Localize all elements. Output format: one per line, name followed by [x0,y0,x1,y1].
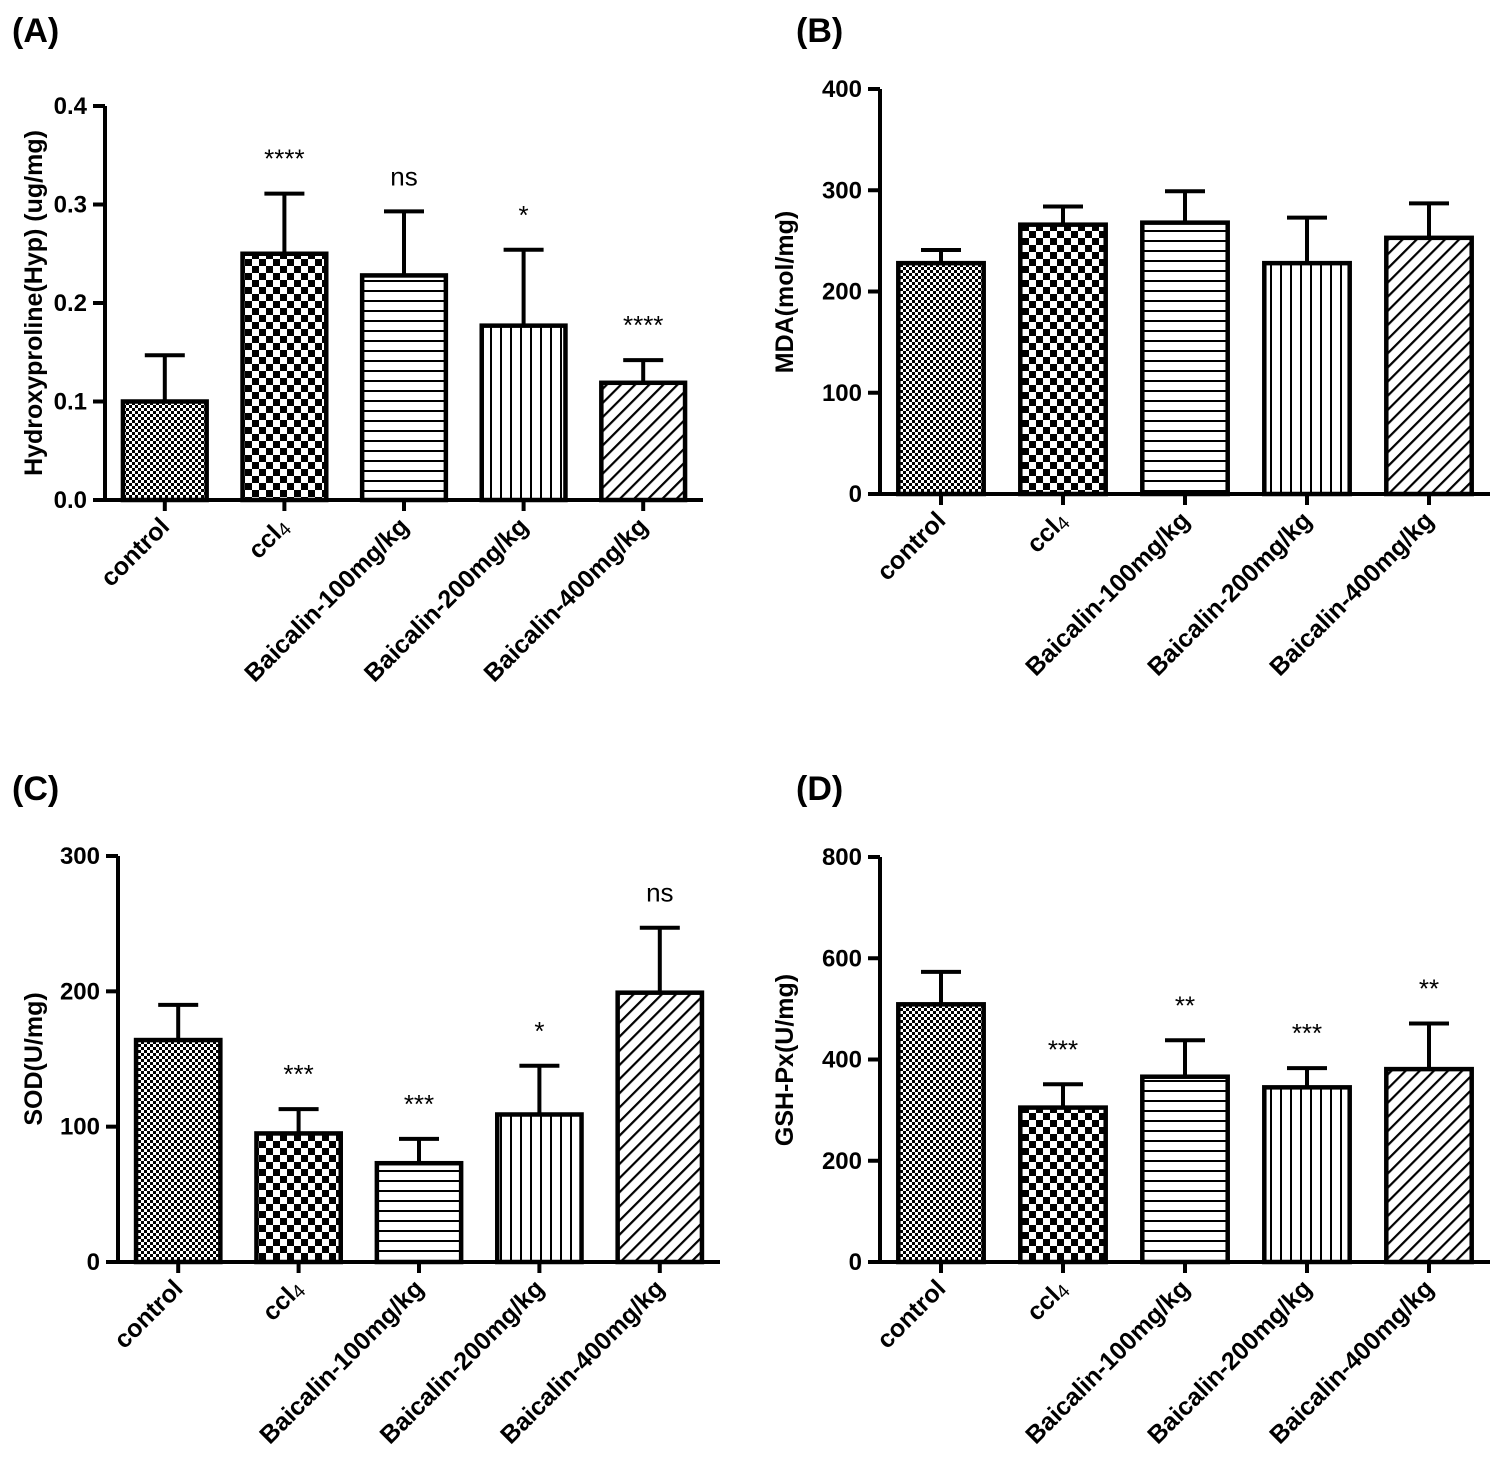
bar [254,1131,343,1265]
y-tick-label: 200 [822,1148,862,1175]
category-label: control [109,1274,189,1354]
significance-label: * [519,200,529,230]
y-tick-label: 600 [822,945,862,972]
panel-b-label: (B) [796,12,843,50]
significance-label: ** [1419,974,1439,1004]
significance-label: ** [1175,990,1195,1020]
significance-label: *** [404,1089,434,1119]
bar [1018,222,1108,497]
bar [359,273,449,503]
significance-label: *** [283,1059,313,1089]
y-tick-label: 0 [87,1249,100,1276]
bar [1140,220,1230,497]
bar [240,251,329,503]
y-tick-label: 0.3 [54,192,87,219]
category-label: ccl4 [243,512,297,566]
y-axis-title: Hydroxyproline(Hyp) (ug/mg) [20,130,48,476]
y-tick-label: 100 [822,380,862,407]
y-tick-label: 300 [822,177,862,204]
panel-a-label: (A) [12,12,59,50]
bar [1018,1105,1108,1265]
significance-label: **** [623,310,663,340]
y-tick-label: 0.1 [54,389,87,416]
category-label: ccl4 [1021,506,1075,560]
bar [495,1112,584,1265]
significance-label: *** [1048,1034,1078,1064]
category-label: control [95,512,175,592]
bar [120,399,209,503]
y-tick-label: 0.0 [54,487,87,514]
y-tick-label: 200 [822,279,862,306]
bar [1140,1074,1230,1265]
bar [1384,235,1474,497]
significance-label: *** [1292,1018,1322,1048]
significance-label: ns [390,161,417,191]
bar [599,380,688,503]
bar [896,1002,986,1265]
y-tick-label: 300 [60,843,100,870]
y-tick-label: 400 [822,76,862,103]
panel-d: (D) 0 200 400 600 800 GSH-Px(U/mg) control ccl4… [771,770,1490,1449]
panel-c-label: (C) [12,770,59,808]
y-tick-label: 0.4 [54,93,88,120]
category-label: control [872,1274,952,1354]
y-tick-label: 0 [849,1249,862,1276]
y-tick-label: 800 [822,844,862,871]
significance-label: ns [646,878,673,908]
category-label: control [872,506,952,586]
bar [1262,260,1352,497]
bar [374,1160,464,1265]
bar [896,260,986,497]
significance-label: **** [264,144,304,174]
bar [1262,1085,1352,1265]
y-axis-title: GSH-Px(U/mg) [771,974,799,1146]
category-label: ccl4 [1021,1274,1075,1328]
y-tick-label: 0.2 [54,290,87,317]
y-axis-title: SOD(U/mg) [20,992,48,1125]
y-axis-title: MDA(mol/mg) [771,211,799,373]
bar [1384,1066,1474,1265]
y-tick-label: 200 [60,978,100,1005]
category-label: ccl4 [257,1274,311,1328]
bar [479,323,568,503]
panel-d-label: (D) [796,770,843,808]
bar [133,1037,223,1265]
y-tick-label: 0 [849,481,862,508]
significance-label: * [534,1016,544,1046]
y-tick-label: 100 [60,1114,100,1141]
bar [615,990,705,1265]
y-tick-label: 400 [822,1047,862,1074]
